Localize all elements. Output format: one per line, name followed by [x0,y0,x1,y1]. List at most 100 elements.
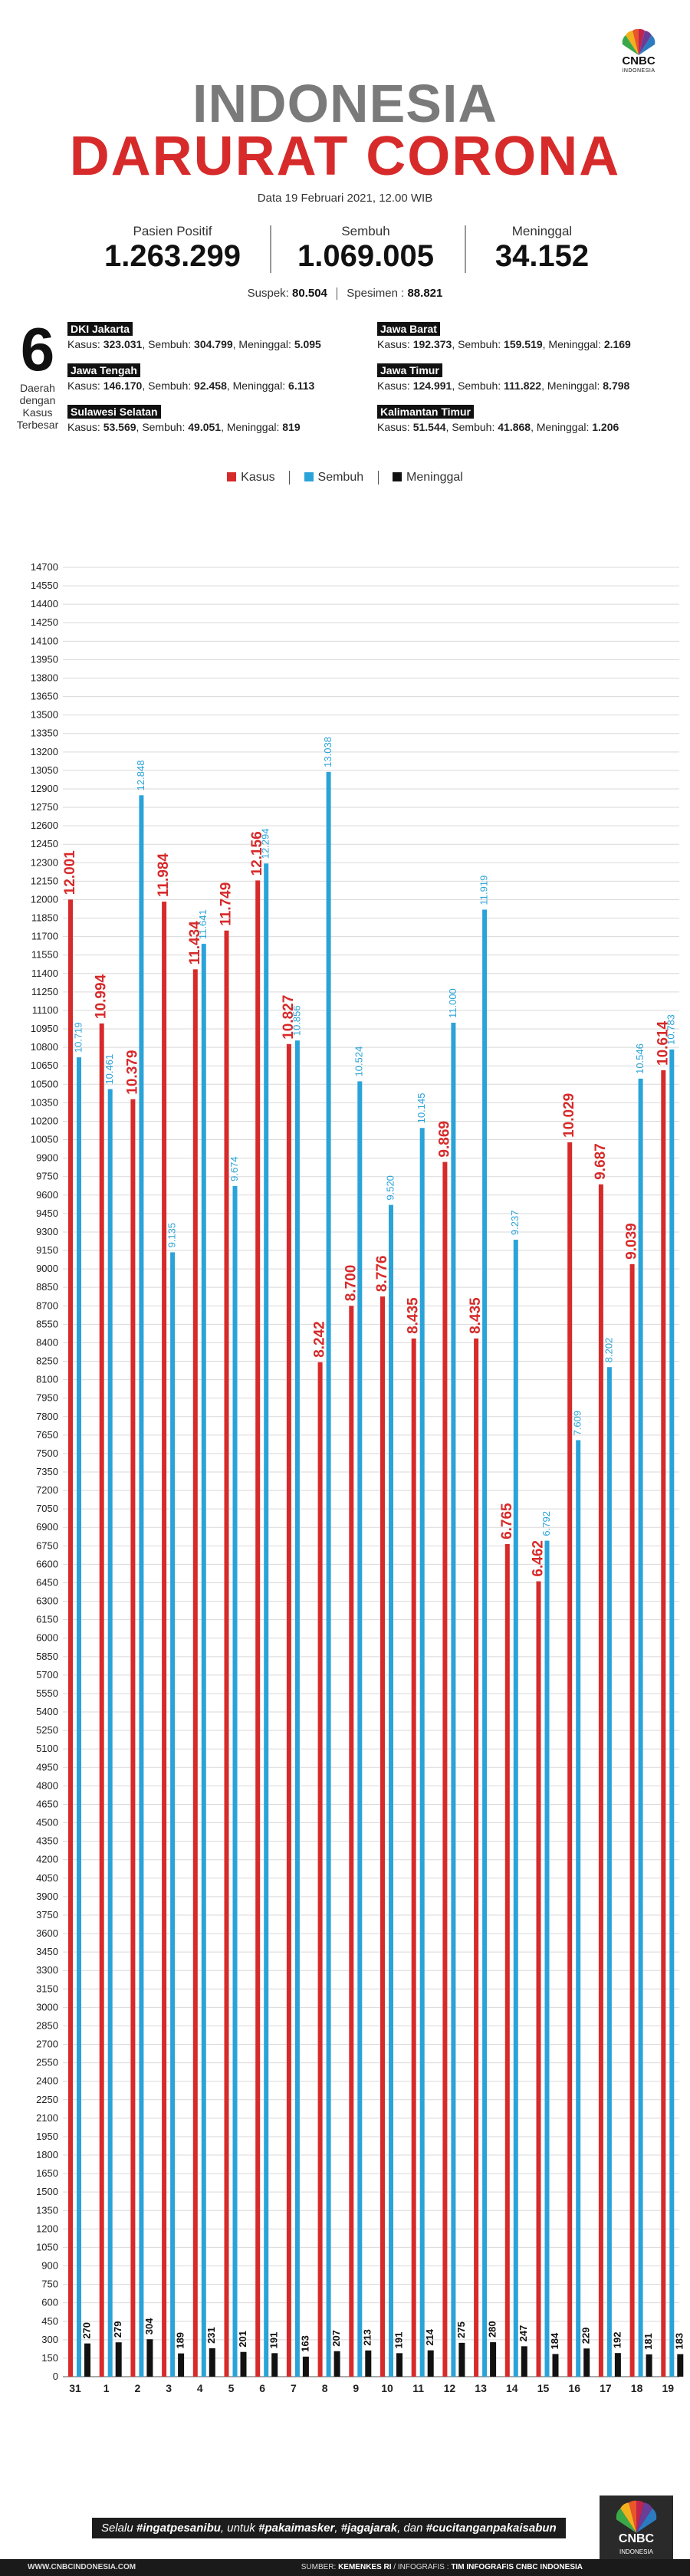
bar-sembuh [638,1078,643,2377]
data-label-kasus: 11.434 [187,921,203,964]
y-tick-label: 14700 [31,561,58,573]
y-tick-label: 1200 [36,2223,58,2234]
legend-label: Kasus [241,471,275,485]
data-label-meninggal: 214 [424,2328,435,2345]
separator: , [136,421,143,433]
data-label-sembuh: 7.609 [572,1411,583,1436]
y-tick-label: 1650 [36,2167,58,2179]
y-tick-label: 14550 [31,580,58,591]
y-tick-label: 1500 [36,2186,58,2197]
y-tick-label: 1050 [36,2241,58,2252]
data-label-sembuh: 11.641 [197,909,209,939]
bar-meninggal [677,2354,684,2377]
data-label-kasus: 8.242 [312,1321,328,1358]
y-tick-label: 10950 [31,1023,58,1034]
y-tick-label: 1350 [36,2204,58,2216]
data-label-kasus: 12.156 [249,831,265,876]
y-tick-label: 600 [41,2297,58,2308]
slogan-text: , [334,2522,341,2535]
y-tick-label: 13350 [31,728,58,739]
y-tick-label: 10800 [31,1041,58,1053]
data-label-sembuh: 8.202 [603,1338,614,1363]
report-date: Data 19 Februari 2021, 12.00 WIB [257,192,433,205]
bar-sembuh [77,1057,81,2377]
bar-sembuh [669,1049,675,2377]
y-tick-label: 7050 [36,1503,58,1514]
region-field-label: Meninggal: [226,421,283,433]
region-field-label: Sembuh: [452,421,498,433]
data-label-meninggal: 304 [143,2318,155,2334]
y-tick-label: 6600 [36,1558,58,1569]
y-tick-label: 900 [41,2260,58,2272]
x-tick-label: 15 [537,2382,550,2394]
bar-kasus [130,1099,136,2377]
divider [465,225,466,273]
data-label-sembuh: 9.135 [166,1223,178,1248]
legend-item-sembuh: Sembuh [304,471,363,485]
region-field-label: Sembuh: [458,380,504,392]
footer-bar: WWW.CNBCINDONESIA.COM SUMBER: KEMENKES R… [0,2559,690,2576]
logo-sub: INDONESIA [622,68,656,74]
legend-item-meninggal: Meninggal [393,471,463,485]
region-field-label: Kasus: [67,338,104,350]
bar-kasus [474,1338,479,2377]
bar-sembuh [357,1081,363,2377]
bar-kasus [536,1581,541,2377]
x-tick-label: 14 [506,2382,518,2394]
bar-kasus [598,1184,603,2377]
data-label-kasus: 9.039 [624,1223,640,1260]
x-tick-label: 12 [444,2382,456,2394]
top-regions-count: 6 Daerah dengan Kasus Terbesar [11,319,64,432]
suspek-value: 80.504 [292,287,327,300]
region-field-value: 51.544 [412,421,446,433]
data-label-meninggal: 191 [393,2332,404,2349]
region-field-label: Sembuh: [142,421,189,433]
data-label-kasus: 8.435 [406,1297,422,1334]
region-field-value: 49.051 [188,421,222,433]
region-name: Jawa Tengah [67,363,140,377]
desc-line: Terbesar [16,419,59,432]
y-tick-label: 3300 [36,1964,58,1976]
y-tick-label: 7500 [36,1447,58,1459]
data-label-kasus: 8.700 [343,1265,359,1302]
bar-sembuh [326,771,331,2377]
bar-meninggal [552,2354,559,2377]
data-label-sembuh: 10.145 [416,1093,427,1124]
y-tick-label: 8700 [36,1300,58,1311]
region-item: Jawa Barat Kasus: 192.373, Sembuh: 159.51… [377,322,631,350]
y-tick-label: 6150 [36,1614,58,1625]
y-tick-label: 1800 [36,2149,58,2160]
region-field-value: 323.031 [103,338,143,350]
data-label-kasus: 10.379 [124,1050,140,1095]
data-label-meninggal: 247 [518,2325,529,2342]
region-field-label: Sembuh: [148,380,195,392]
region-field-value: 41.868 [498,421,531,433]
bar-kasus [629,1263,635,2377]
desc-line: Daerah [20,382,55,394]
y-tick-label: 0 [53,2371,58,2382]
website-link[interactable]: WWW.CNBCINDONESIA.COM [28,2563,136,2571]
y-tick-label: 7950 [36,1392,58,1404]
x-tick-label: 19 [662,2382,675,2394]
stat-meninggal: Meninggal 34.152 [469,224,615,273]
legend-swatch [227,472,237,482]
y-tick-label: 8400 [36,1336,58,1348]
data-label-sembuh: 10.524 [353,1046,365,1077]
y-tick-label: 8550 [36,1318,58,1329]
y-tick-label: 11850 [31,912,58,924]
y-tick-label: 3750 [36,1909,58,1921]
region-field-label: Meninggal: [232,380,289,392]
data-label-sembuh: 12.294 [260,829,271,859]
bar-meninggal [271,2353,278,2377]
data-label-kasus: 12.001 [62,850,78,895]
region-field-label: Sembuh: [148,338,195,350]
footer-logo: CNBC INDONESIA [600,2496,673,2560]
y-tick-label: 450 [41,2315,58,2327]
data-label-kasus: 10.614 [655,1020,671,1066]
region-field-value: 124.991 [412,380,452,392]
bar-kasus [349,1306,354,2377]
y-tick-label: 4200 [36,1854,58,1865]
data-label-meninggal: 213 [362,2329,373,2346]
bar-meninggal [302,2356,309,2377]
data-label-meninggal: 280 [487,2321,498,2338]
